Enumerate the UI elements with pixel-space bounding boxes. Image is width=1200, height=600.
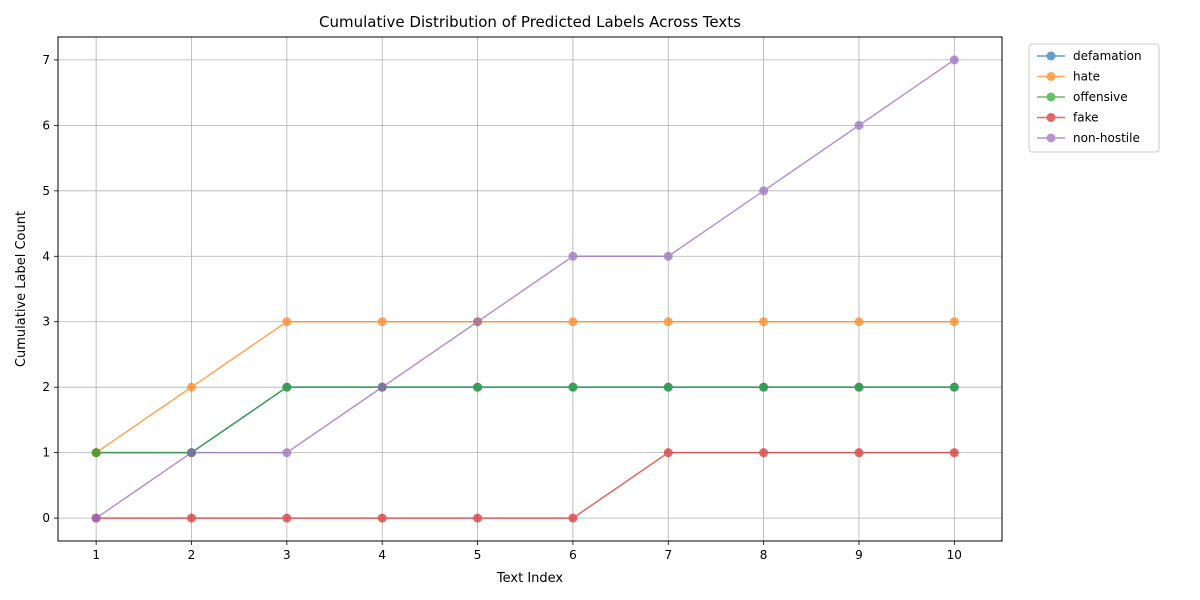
x-tick-label: 6 [569,548,577,562]
data-point [186,513,196,523]
legend-item-defamation: defamation [1037,49,1142,63]
legend-item-fake: fake [1037,111,1098,125]
data-point [282,513,292,523]
data-point [759,448,769,458]
data-point [663,317,673,327]
data-point [568,251,578,261]
y-tick-label: 0 [42,511,50,525]
chart-title: Cumulative Distribution of Predicted Lab… [319,13,741,31]
legend-swatch [1037,51,1065,61]
legend-frame [1028,43,1160,153]
legend-label: fake [1073,111,1098,125]
legend-swatch [1037,72,1065,81]
y-tick-label: 3 [42,315,50,329]
x-tick-label: 8 [760,548,768,562]
series-line [96,451,955,519]
legend: defamation hate offensive fake non-hostile [1028,43,1160,153]
data-point [282,448,292,458]
x-tick-label: 9 [855,548,863,562]
series-fake [91,448,959,523]
x-axis-label: Text Index [496,571,564,586]
data-point [663,251,673,261]
legend-item-offensive: offensive [1037,90,1128,104]
data-point [949,317,959,327]
plot-frame [57,36,1003,542]
data-point [568,382,578,392]
legend-item-non-hostile: non-hostile [1037,131,1140,145]
data-point [91,448,101,458]
x-axis-ticks: 1 2 3 4 5 6 7 8 9 10 [92,541,962,562]
series-non-hostile [91,55,959,523]
legend-label: offensive [1073,90,1128,104]
data-point [377,382,387,392]
y-tick-label: 1 [42,446,50,460]
data-point [568,513,578,523]
data-point [759,186,769,196]
series-line [95,59,955,519]
y-tick-label: 7 [42,53,50,67]
series-defamation [91,382,959,458]
series-line [95,320,955,454]
data-point [663,382,673,392]
y-tick-label: 5 [42,184,50,198]
data-point [949,448,959,458]
data-point [473,382,483,392]
data-point [854,120,864,130]
x-tick-label: 7 [664,548,672,562]
y-tick-label: 4 [42,249,50,263]
data-point [473,513,483,523]
x-tick-label: 4 [378,548,386,562]
legend-swatch [1037,133,1065,143]
legend-label: non-hostile [1073,131,1140,145]
x-tick-label: 10 [947,548,962,562]
data-point [186,448,196,458]
legend-swatch [1037,113,1065,122]
data-point [282,317,292,327]
data-point [759,317,769,327]
x-tick-label: 1 [92,548,100,562]
series-offensive [91,382,959,458]
data-point [377,317,387,327]
data-point [949,382,959,392]
series-group [91,55,959,523]
y-axis-ticks: 0 1 2 3 4 5 6 7 [42,53,58,525]
legend-label: hate [1073,70,1100,84]
data-point [473,317,483,327]
data-point [949,55,959,65]
data-point [759,382,769,392]
y-axis-label: Cumulative Label Count [14,211,29,367]
legend-swatch [1037,92,1065,102]
data-point [91,513,101,523]
data-point [854,382,864,392]
data-point [186,382,196,392]
grid [58,37,1002,541]
x-tick-label: 2 [188,548,196,562]
data-point [568,317,578,327]
y-tick-label: 6 [42,118,50,132]
legend-label: defamation [1073,49,1142,63]
x-tick-label: 5 [474,548,482,562]
data-point [377,513,387,523]
x-tick-label: 3 [283,548,291,562]
data-point [282,382,292,392]
data-point [854,317,864,327]
y-tick-label: 2 [42,380,50,394]
legend-item-hate: hate [1037,70,1100,84]
data-point [854,448,864,458]
data-point [663,448,673,458]
series-line [96,386,955,454]
series-line [96,386,955,454]
